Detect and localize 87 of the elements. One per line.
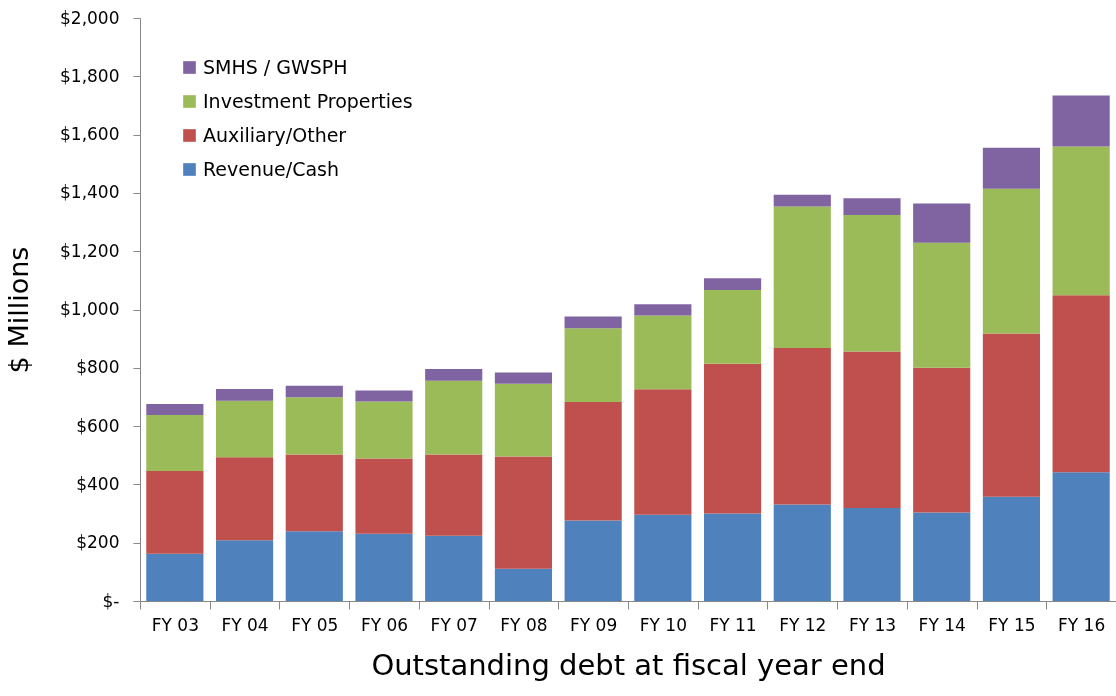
- bar: [1052, 146, 1110, 296]
- bar: [215, 457, 274, 541]
- y-tick-label: $400: [76, 473, 120, 494]
- bar: [634, 304, 692, 316]
- bar: [215, 389, 274, 401]
- x-tick-label: FY 06: [360, 614, 409, 635]
- x-tick-label: FY 09: [570, 614, 618, 635]
- bar: [425, 380, 483, 455]
- x-tick-label: FY 03: [151, 614, 199, 635]
- bar: [425, 535, 483, 601]
- bar: [634, 315, 692, 390]
- y-tick-label: $200: [76, 532, 120, 553]
- bar: [494, 372, 553, 384]
- bar: [982, 188, 1041, 334]
- legend-label: Auxiliary/Other: [203, 123, 347, 146]
- x-tick-label: FY 08: [500, 614, 548, 635]
- bar: [285, 531, 343, 601]
- y-tick-label: $800: [76, 357, 120, 378]
- x-axis-title: Outstanding debt at fiscal year end: [371, 647, 886, 682]
- bar: [564, 328, 622, 402]
- bar: [494, 456, 553, 569]
- bar: [843, 508, 901, 601]
- bar: [215, 400, 274, 458]
- bar: [564, 520, 622, 601]
- bar: [634, 514, 692, 601]
- bar: [703, 513, 762, 601]
- y-tick-label: $1,400: [60, 182, 120, 203]
- y-tick-label: $1,200: [60, 240, 120, 261]
- bar: [146, 415, 204, 471]
- bar: [843, 215, 901, 352]
- x-tick-label: FY 13: [848, 614, 897, 635]
- x-tick-label: FY 04: [221, 614, 269, 635]
- legend-label: Investment Properties: [203, 89, 413, 112]
- legend-label: SMHS / GWSPH: [203, 55, 348, 78]
- legend-label: Revenue/Cash: [203, 157, 339, 180]
- bar: [634, 389, 692, 515]
- bar: [146, 403, 204, 416]
- x-tick-label: FY 16: [1058, 614, 1106, 635]
- bar: [913, 367, 971, 513]
- y-tick-label: $-: [102, 590, 120, 611]
- y-axis-title: $ Millions: [3, 246, 35, 374]
- bar: [146, 470, 204, 554]
- y-tick-label: $600: [76, 415, 120, 436]
- bar: [1052, 95, 1110, 147]
- bar: [982, 333, 1041, 497]
- y-tick-label: $1,800: [60, 65, 120, 86]
- bar: [913, 203, 971, 243]
- bar: [494, 383, 553, 457]
- bar: [146, 553, 204, 601]
- bar: [703, 363, 762, 514]
- y-tick-label: $2,000: [60, 7, 120, 28]
- bar: [355, 533, 413, 601]
- bar: [773, 194, 831, 207]
- x-tick-label: FY 11: [709, 614, 757, 635]
- bar: [355, 390, 413, 402]
- x-tick-label: FY 12: [779, 614, 827, 635]
- bar: [355, 458, 413, 534]
- bar: [285, 397, 343, 455]
- bar: [1052, 295, 1110, 473]
- bar: [494, 568, 553, 601]
- bar: [355, 401, 413, 459]
- bar: [215, 540, 274, 601]
- x-tick-label: FY 15: [988, 614, 1036, 635]
- bar: [913, 512, 971, 601]
- bar: [773, 504, 831, 601]
- x-tick-label: FY 07: [430, 614, 478, 635]
- bar: [1052, 472, 1110, 601]
- bar: [285, 454, 343, 532]
- bar: [843, 351, 901, 509]
- bar: [285, 385, 343, 398]
- bar: [982, 147, 1041, 189]
- bar: [773, 206, 831, 348]
- x-tick-label: FY 05: [291, 614, 339, 635]
- x-tick-label: FY 14: [918, 614, 966, 635]
- bar: [425, 454, 483, 536]
- bar: [773, 347, 831, 505]
- bar: [703, 278, 762, 290]
- bar: [843, 198, 901, 216]
- bar: [982, 496, 1041, 601]
- bar: [425, 368, 483, 381]
- y-tick-label: $1,600: [60, 124, 120, 145]
- bar: [564, 401, 622, 521]
- bar: [564, 316, 622, 329]
- x-tick-label: FY 10: [639, 614, 687, 635]
- bar: [703, 289, 762, 364]
- bar: [913, 242, 971, 368]
- y-tick-label: $1,000: [60, 299, 120, 319]
